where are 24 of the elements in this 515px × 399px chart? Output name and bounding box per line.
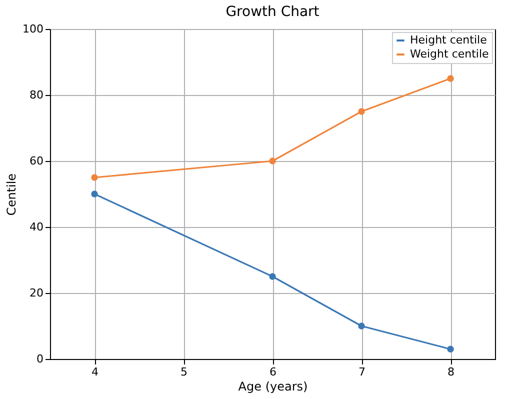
x-tick-label: 6 — [270, 366, 276, 378]
y-tick-label: 0 — [36, 352, 44, 366]
x-tick-label: 4 — [92, 366, 98, 378]
point — [269, 273, 276, 280]
x-tick-label: 7 — [358, 366, 366, 378]
point — [447, 75, 454, 82]
point — [91, 190, 98, 198]
chart-title: Growth Chart — [226, 4, 320, 20]
y-tick-label: 80 — [30, 88, 44, 102]
x-tick-label: 5 — [180, 366, 188, 378]
y-tick-label: 40 — [30, 220, 44, 234]
x-tick-label: 8 — [448, 366, 454, 378]
point — [91, 174, 98, 181]
point — [358, 322, 365, 330]
y-tick-label: 100 — [22, 22, 44, 36]
legend-label: Height centile — [410, 34, 488, 46]
x-axis-title: Age (years) — [238, 380, 308, 394]
point — [269, 158, 276, 164]
y-tick-label: 20 — [30, 286, 44, 300]
point — [358, 108, 365, 115]
y-tick-label: 60 — [30, 154, 44, 168]
point — [447, 346, 454, 352]
legend-label: Weight centile — [410, 48, 490, 60]
y-axis-title: Centile — [4, 173, 19, 216]
